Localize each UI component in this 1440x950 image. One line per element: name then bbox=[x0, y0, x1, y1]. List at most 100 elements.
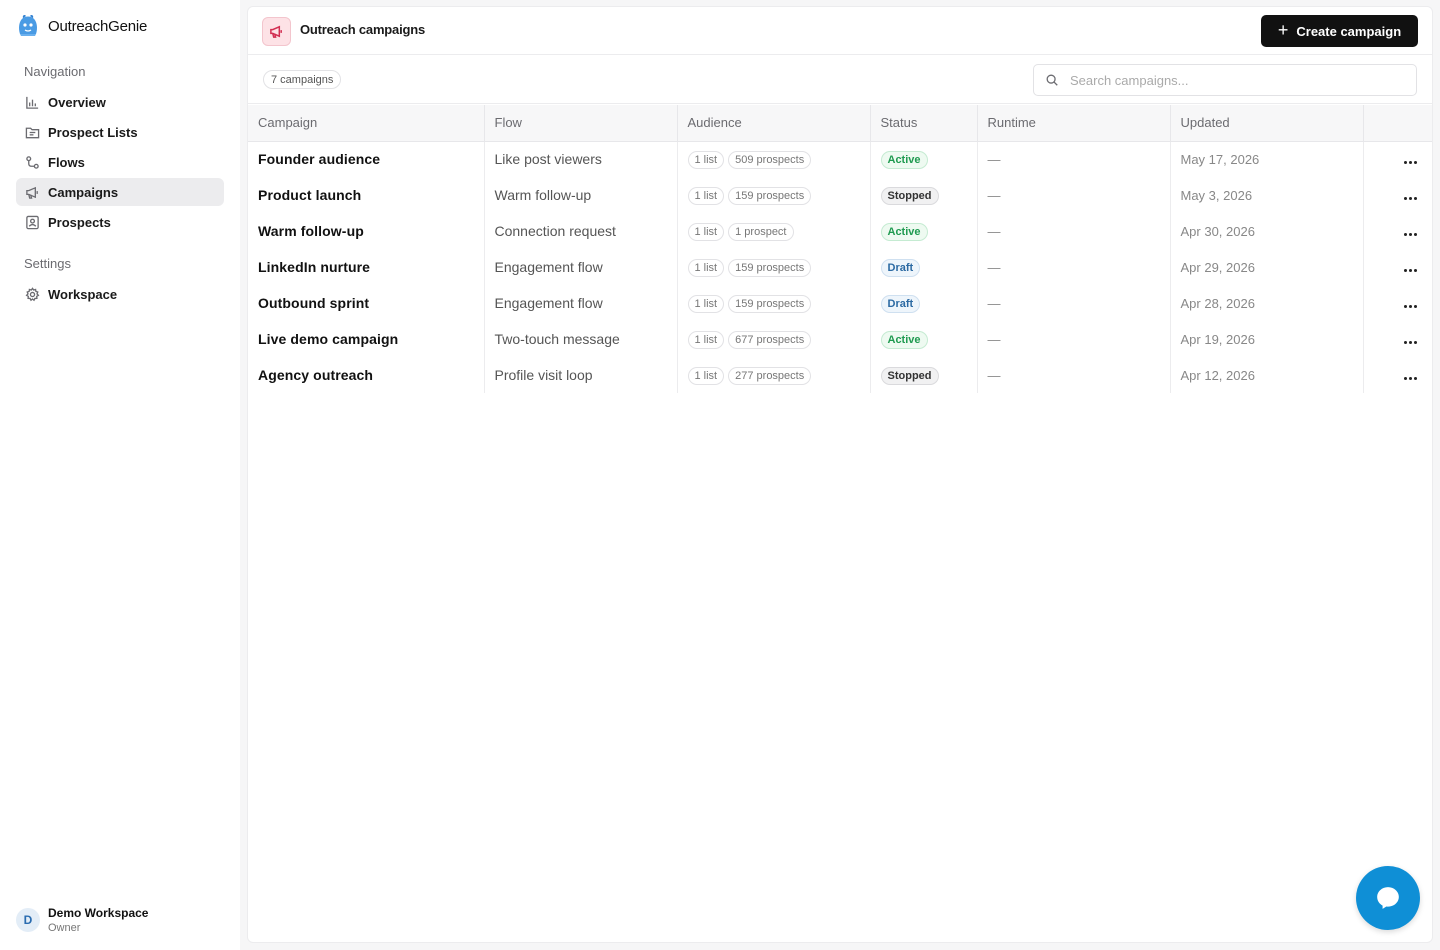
megaphone-icon bbox=[270, 25, 282, 38]
contact-icon bbox=[24, 214, 40, 230]
flow-cell: Profile visit loop bbox=[484, 357, 678, 393]
status-badge: Draft bbox=[880, 294, 921, 313]
table-row[interactable]: LinkedIn nurture Engagement flow 1 list 159… bbox=[248, 249, 1432, 285]
runtime-cell: — bbox=[977, 249, 1171, 285]
user-role: Owner bbox=[48, 922, 81, 934]
campaign-name[interactable]: Founder audience bbox=[258, 151, 381, 168]
actions-cell bbox=[1363, 213, 1432, 249]
workspace-name: Demo Workspace bbox=[48, 906, 149, 920]
actions-cell bbox=[1363, 141, 1432, 177]
column-header-audience[interactable]: Audience bbox=[677, 105, 871, 142]
campaign-name[interactable]: LinkedIn nurture bbox=[258, 259, 371, 275]
campaign-name[interactable]: Live demo campaign bbox=[258, 331, 399, 347]
column-header-status[interactable]: Status bbox=[870, 105, 978, 142]
flow-name: Engagement flow bbox=[494, 259, 603, 275]
sidebar-item-prospect-lists[interactable]: Prospect Lists bbox=[16, 118, 224, 146]
flow-cell: Two-touch message bbox=[484, 321, 678, 357]
runtime-value: — bbox=[987, 152, 1001, 168]
table-row[interactable]: Founder audience Like post viewers 1 list 5… bbox=[248, 141, 1432, 177]
create-campaign-label: Create campaign bbox=[1296, 23, 1402, 39]
more-options-icon[interactable] bbox=[1403, 377, 1417, 380]
status-badge: Stopped bbox=[880, 186, 939, 205]
campaign-name[interactable]: Outbound sprint bbox=[258, 295, 370, 311]
genie-logo-icon bbox=[19, 14, 37, 36]
updated-date: Apr 12, 2026 bbox=[1180, 368, 1255, 383]
table-row[interactable]: Agency outreach Profile visit loop 1 list 2… bbox=[248, 357, 1432, 393]
flow-name: Two-touch message bbox=[494, 331, 620, 347]
sidebar-item-prospects[interactable]: Prospects bbox=[16, 208, 224, 236]
page-header: Outreach campaigns + Create campaign bbox=[248, 7, 1432, 55]
campaign-count-badge: 7 campaigns bbox=[263, 70, 342, 89]
workspace-user-card[interactable]: D Demo Workspace Owner bbox=[16, 906, 148, 934]
column-header-updated[interactable]: Updated bbox=[1170, 105, 1364, 142]
flow-name: Like post viewers bbox=[494, 151, 602, 168]
table-row[interactable]: Product launch Warm follow-up 1 list 159 pr… bbox=[248, 177, 1432, 213]
runtime-cell: — bbox=[977, 321, 1171, 357]
runtime-cell: — bbox=[977, 357, 1171, 393]
list-count-badge: 1 list bbox=[687, 366, 725, 385]
search-input[interactable] bbox=[1070, 65, 1400, 95]
runtime-value: — bbox=[987, 296, 1001, 311]
campaign-name[interactable]: Warm follow-up bbox=[258, 223, 364, 239]
status-badge: Active bbox=[880, 150, 928, 169]
flow-cell: Engagement flow bbox=[484, 285, 678, 321]
sidebar-item-workspace[interactable]: Workspace bbox=[16, 280, 224, 308]
chat-launcher-button[interactable] bbox=[1356, 866, 1420, 930]
column-header-actions bbox=[1363, 105, 1432, 142]
more-options-icon[interactable] bbox=[1403, 233, 1417, 236]
more-options-icon[interactable] bbox=[1403, 305, 1417, 308]
flow-cell: Warm follow-up bbox=[484, 177, 678, 213]
sidebar-item-overview[interactable]: Overview bbox=[16, 88, 224, 116]
more-options-icon[interactable] bbox=[1403, 161, 1417, 165]
actions-cell bbox=[1363, 357, 1432, 393]
campaign-name-cell[interactable]: Agency outreach bbox=[248, 357, 485, 393]
campaign-name-cell[interactable]: Founder audience bbox=[248, 141, 485, 177]
updated-cell: May 3, 2026 bbox=[1170, 177, 1364, 213]
list-count-badge: 1 list bbox=[687, 258, 725, 277]
more-options-icon[interactable] bbox=[1403, 341, 1417, 344]
updated-cell: May 17, 2026 bbox=[1170, 141, 1364, 177]
column-header-flow[interactable]: Flow bbox=[484, 105, 678, 142]
campaign-name[interactable]: Product launch bbox=[258, 187, 362, 203]
bar-chart-icon bbox=[24, 94, 40, 110]
column-header-runtime[interactable]: Runtime bbox=[977, 105, 1171, 142]
brand[interactable]: OutreachGenie bbox=[16, 14, 147, 38]
campaign-name[interactable]: Agency outreach bbox=[258, 367, 374, 383]
sidebar-item-label: Overview bbox=[48, 94, 106, 110]
avatar: D bbox=[16, 908, 40, 932]
updated-date: May 3, 2026 bbox=[1180, 188, 1253, 203]
campaign-name-cell[interactable]: LinkedIn nurture bbox=[248, 249, 485, 285]
campaign-name-cell[interactable]: Product launch bbox=[248, 177, 485, 213]
runtime-value: — bbox=[987, 224, 1001, 239]
create-campaign-button[interactable]: + Create campaign bbox=[1261, 15, 1418, 47]
updated-cell: Apr 12, 2026 bbox=[1170, 357, 1364, 393]
actions-cell bbox=[1363, 285, 1432, 321]
header-icon-badge bbox=[262, 17, 291, 46]
flow-name: Warm follow-up bbox=[494, 187, 592, 203]
campaigns-table: Campaign Flow Audience Status Runtime Up… bbox=[248, 105, 1432, 393]
campaign-name-cell[interactable]: Outbound sprint bbox=[248, 285, 485, 321]
campaign-name-cell[interactable]: Live demo campaign bbox=[248, 321, 485, 357]
status-badge: Draft bbox=[880, 258, 921, 277]
audience-cell: 1 list 159 prospects bbox=[677, 249, 871, 285]
sidebar-item-label: Flows bbox=[48, 154, 85, 170]
prospect-count-badge: 509 prospects bbox=[728, 150, 812, 169]
campaign-name-cell[interactable]: Warm follow-up bbox=[248, 213, 485, 249]
sidebar-item-campaigns[interactable]: Campaigns bbox=[16, 178, 224, 206]
prospect-count-badge: 677 prospects bbox=[728, 330, 812, 349]
status-cell: Active bbox=[870, 141, 978, 177]
table-row[interactable]: Live demo campaign Two-touch message 1 lis… bbox=[248, 321, 1432, 357]
actions-cell bbox=[1363, 321, 1432, 357]
search-box[interactable] bbox=[1033, 64, 1417, 96]
sidebar-item-flows[interactable]: Flows bbox=[16, 148, 224, 176]
table-row[interactable]: Warm follow-up Connection request 1 list 1 … bbox=[248, 213, 1432, 249]
status-badge: Active bbox=[880, 222, 928, 241]
column-header-campaign[interactable]: Campaign bbox=[248, 105, 485, 142]
status-cell: Stopped bbox=[870, 357, 978, 393]
more-options-icon[interactable] bbox=[1403, 269, 1417, 272]
table-row[interactable]: Outbound sprint Engagement flow 1 list 159 … bbox=[248, 285, 1432, 321]
prospect-count-badge: 159 prospects bbox=[728, 186, 812, 205]
list-count-badge: 1 list bbox=[687, 186, 725, 205]
more-options-icon[interactable] bbox=[1403, 197, 1417, 200]
flow-cell: Engagement flow bbox=[484, 249, 678, 285]
